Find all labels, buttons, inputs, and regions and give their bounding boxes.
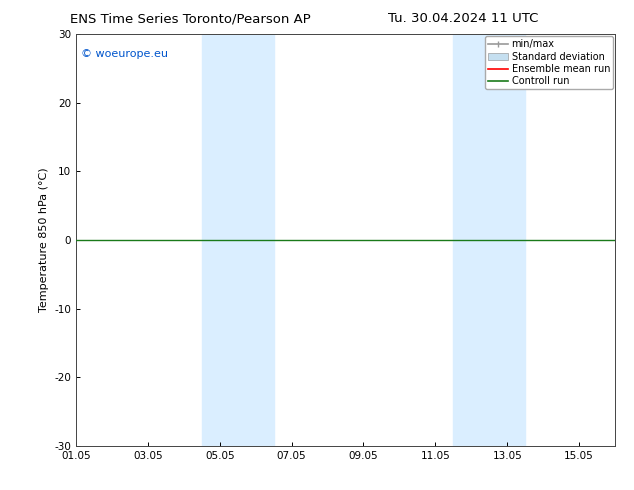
Legend: min/max, Standard deviation, Ensemble mean run, Controll run: min/max, Standard deviation, Ensemble me… — [486, 36, 613, 89]
Y-axis label: Temperature 850 hPa (°C): Temperature 850 hPa (°C) — [39, 168, 49, 313]
Bar — [453, 34, 525, 446]
Bar — [202, 34, 274, 446]
Text: ENS Time Series Toronto/Pearson AP: ENS Time Series Toronto/Pearson AP — [70, 12, 311, 25]
Text: © woeurope.eu: © woeurope.eu — [81, 49, 169, 59]
Text: Tu. 30.04.2024 11 UTC: Tu. 30.04.2024 11 UTC — [387, 12, 538, 25]
